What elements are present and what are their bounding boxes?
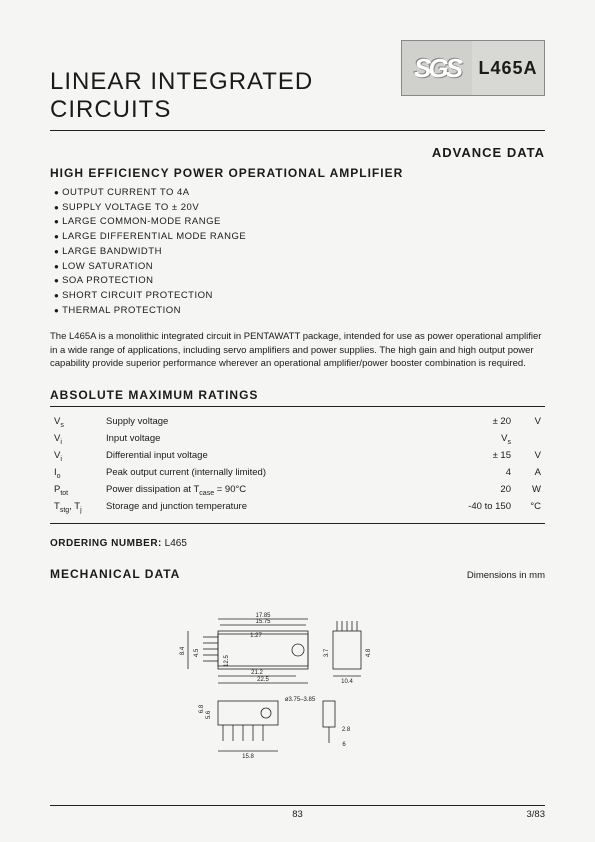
svg-text:8.4: 8.4 — [180, 646, 186, 655]
feature-item: LOW SATURATION — [54, 260, 545, 275]
symbol-sub: s — [60, 422, 64, 429]
feature-item: LARGE DIFFERENTIAL MODE RANGE — [54, 230, 545, 245]
svg-text:4.5: 4.5 — [194, 648, 200, 657]
symbol-sub: tot — [60, 490, 68, 497]
param: Peak output current (internally limited) — [104, 466, 441, 481]
feature-item: OUTPUT CURRENT TO 4A — [54, 186, 545, 201]
value: ± 15 — [443, 449, 513, 464]
svg-text:ø3.75–3.85: ø3.75–3.85 — [284, 697, 315, 703]
feature-list: OUTPUT CURRENT TO 4A SUPPLY VOLTAGE TO ±… — [54, 186, 545, 318]
unit: V — [515, 415, 543, 430]
dimensions-label: Dimensions in mm — [467, 570, 545, 581]
feature-item: THERMAL PROTECTION — [54, 304, 545, 319]
logo-box: SGS L465A — [401, 40, 545, 96]
doc-date: 3/83 — [485, 809, 545, 820]
mechanical-title: MECHANICAL DATA — [50, 567, 180, 581]
symbol: Tstg, Tj — [52, 500, 102, 515]
svg-text:5.6: 5.6 — [206, 710, 212, 719]
param: Differential input voltage — [104, 449, 441, 464]
logo-text: SGS — [414, 53, 460, 84]
svg-text:6: 6 — [342, 742, 346, 748]
unit: W — [515, 483, 543, 498]
svg-text:22.5: 22.5 — [257, 677, 269, 683]
description: The L465A is a monolithic integrated cir… — [50, 330, 545, 370]
param: Input voltage — [104, 432, 441, 447]
ordering-number: ORDERING NUMBER: L465 — [50, 538, 545, 549]
package-drawing: 17.85 15.75 1.27 8.4 4.5 12.5 21.2 22.5 … — [148, 601, 448, 761]
svg-text:15.8: 15.8 — [242, 754, 254, 760]
table-row: Tstg, Tj Storage and junction temperatur… — [52, 500, 543, 515]
symbol-sub: i — [60, 456, 62, 463]
ratings-table: Vs Supply voltage ± 20 V Vi Input voltag… — [50, 406, 545, 523]
product-subheading: HIGH EFFICIENCY POWER OPERATIONAL AMPLIF… — [50, 166, 545, 180]
unit — [515, 432, 543, 447]
symbol-sub: o — [57, 473, 61, 480]
unit: °C — [515, 500, 543, 515]
value: 20 — [443, 483, 513, 498]
table-row: Io Peak output current (internally limit… — [52, 466, 543, 481]
header-rule — [50, 130, 545, 131]
page-number: 83 — [110, 809, 485, 820]
ordering-label: ORDERING NUMBER: — [50, 538, 162, 549]
ordering-value: L465 — [165, 538, 187, 549]
value: Vs — [443, 432, 513, 447]
svg-text:15.75: 15.75 — [255, 619, 271, 625]
feature-item: SUPPLY VOLTAGE TO ± 20V — [54, 201, 545, 216]
svg-text:21.2: 21.2 — [251, 670, 263, 676]
value: -40 to 150 — [443, 500, 513, 515]
page-footer: 83 3/83 — [50, 805, 545, 820]
svg-text:12.5: 12.5 — [224, 654, 230, 666]
value: ± 20 — [443, 415, 513, 430]
param: Supply voltage — [104, 415, 441, 430]
value: 4 — [443, 466, 513, 481]
feature-item: SHORT CIRCUIT PROTECTION — [54, 289, 545, 304]
unit: V — [515, 449, 543, 464]
table-row: Vs Supply voltage ± 20 V — [52, 415, 543, 430]
svg-text:4.8: 4.8 — [366, 648, 372, 657]
header: LINEAR INTEGRATED CIRCUITS SGS L465A — [50, 40, 545, 124]
feature-item: LARGE BANDWIDTH — [54, 245, 545, 260]
feature-item: LARGE COMMON-MODE RANGE — [54, 215, 545, 230]
ratings-title: ABSOLUTE MAXIMUM RATINGS — [50, 388, 545, 402]
symbol-sub: i — [60, 439, 62, 446]
svg-text:10.4: 10.4 — [341, 679, 353, 685]
package-diagram-svg: 17.85 15.75 1.27 8.4 4.5 12.5 21.2 22.5 … — [148, 601, 448, 761]
svg-text:1.27: 1.27 — [250, 633, 262, 639]
part-number: L465A — [472, 41, 544, 95]
advance-data-label: ADVANCE DATA — [50, 145, 545, 160]
table-row: Vi Input voltage Vs — [52, 432, 543, 447]
table-row: Vi Differential input voltage ± 15 V — [52, 449, 543, 464]
svg-text:3.7: 3.7 — [324, 648, 330, 657]
param: Storage and junction temperature — [104, 500, 441, 515]
mechanical-data-header: MECHANICAL DATA Dimensions in mm — [50, 567, 545, 585]
manufacturer-logo: SGS — [402, 41, 472, 95]
feature-item: SOA PROTECTION — [54, 274, 545, 289]
unit: A — [515, 466, 543, 481]
svg-text:2.8: 2.8 — [341, 727, 350, 733]
table-row: Ptot Power dissipation at Tcase = 90°C 2… — [52, 483, 543, 498]
param: Power dissipation at Tcase = 90°C — [104, 483, 441, 498]
main-title: LINEAR INTEGRATED CIRCUITS — [50, 68, 401, 124]
svg-text:6.8: 6.8 — [199, 704, 205, 713]
